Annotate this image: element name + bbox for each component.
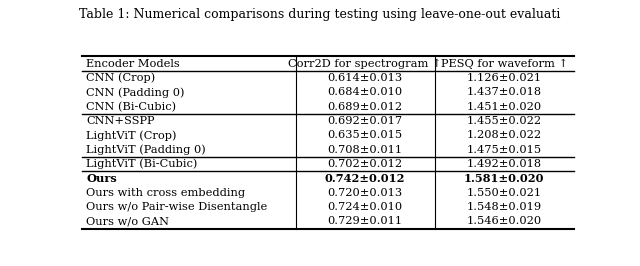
Text: LightViT (Bi-Cubic): LightViT (Bi-Cubic) — [86, 159, 198, 169]
Text: CNN (Crop): CNN (Crop) — [86, 73, 156, 83]
Text: 1.451±0.020: 1.451±0.020 — [467, 102, 541, 112]
Text: 0.635±0.015: 0.635±0.015 — [328, 130, 403, 140]
Text: LightViT (Padding 0): LightViT (Padding 0) — [86, 144, 206, 155]
Text: Ours with cross embedding: Ours with cross embedding — [86, 188, 246, 198]
Text: 0.720±0.013: 0.720±0.013 — [328, 188, 403, 198]
Text: PESQ for waveform ↑: PESQ for waveform ↑ — [440, 59, 568, 69]
Text: 0.692±0.017: 0.692±0.017 — [328, 116, 403, 126]
Text: Table 1: Numerical comparisons during testing using leave-one-out evaluati: Table 1: Numerical comparisons during te… — [79, 8, 561, 21]
Text: 1.548±0.019: 1.548±0.019 — [467, 202, 541, 212]
Text: 0.742±0.012: 0.742±0.012 — [325, 173, 406, 184]
Text: Ours w/o Pair-wise Disentangle: Ours w/o Pair-wise Disentangle — [86, 202, 268, 212]
Text: Corr2D for spectrogram ↑: Corr2D for spectrogram ↑ — [289, 59, 442, 69]
Text: 0.729±0.011: 0.729±0.011 — [328, 216, 403, 226]
Text: 0.724±0.010: 0.724±0.010 — [328, 202, 403, 212]
Text: 1.546±0.020: 1.546±0.020 — [467, 216, 541, 226]
Text: Ours: Ours — [86, 173, 117, 184]
Text: CNN (Bi-Cubic): CNN (Bi-Cubic) — [86, 102, 177, 112]
Text: 0.708±0.011: 0.708±0.011 — [328, 145, 403, 155]
Text: CNN+SSPP: CNN+SSPP — [86, 116, 155, 126]
Text: 1.126±0.021: 1.126±0.021 — [467, 73, 541, 83]
Text: Ours w/o GAN: Ours w/o GAN — [86, 216, 170, 226]
Text: 1.437±0.018: 1.437±0.018 — [467, 87, 541, 97]
Text: 0.689±0.012: 0.689±0.012 — [328, 102, 403, 112]
Text: 1.550±0.021: 1.550±0.021 — [467, 188, 541, 198]
Text: LightViT (Crop): LightViT (Crop) — [86, 130, 177, 141]
Text: 0.702±0.012: 0.702±0.012 — [328, 159, 403, 169]
Text: 1.581±0.020: 1.581±0.020 — [464, 173, 545, 184]
Text: 0.684±0.010: 0.684±0.010 — [328, 87, 403, 97]
Text: Encoder Models: Encoder Models — [86, 59, 180, 69]
Text: 1.208±0.022: 1.208±0.022 — [467, 130, 541, 140]
Text: CNN (Padding 0): CNN (Padding 0) — [86, 87, 185, 98]
Text: 1.492±0.018: 1.492±0.018 — [467, 159, 541, 169]
Text: 1.455±0.022: 1.455±0.022 — [467, 116, 541, 126]
Text: 0.614±0.013: 0.614±0.013 — [328, 73, 403, 83]
Text: 1.475±0.015: 1.475±0.015 — [467, 145, 541, 155]
